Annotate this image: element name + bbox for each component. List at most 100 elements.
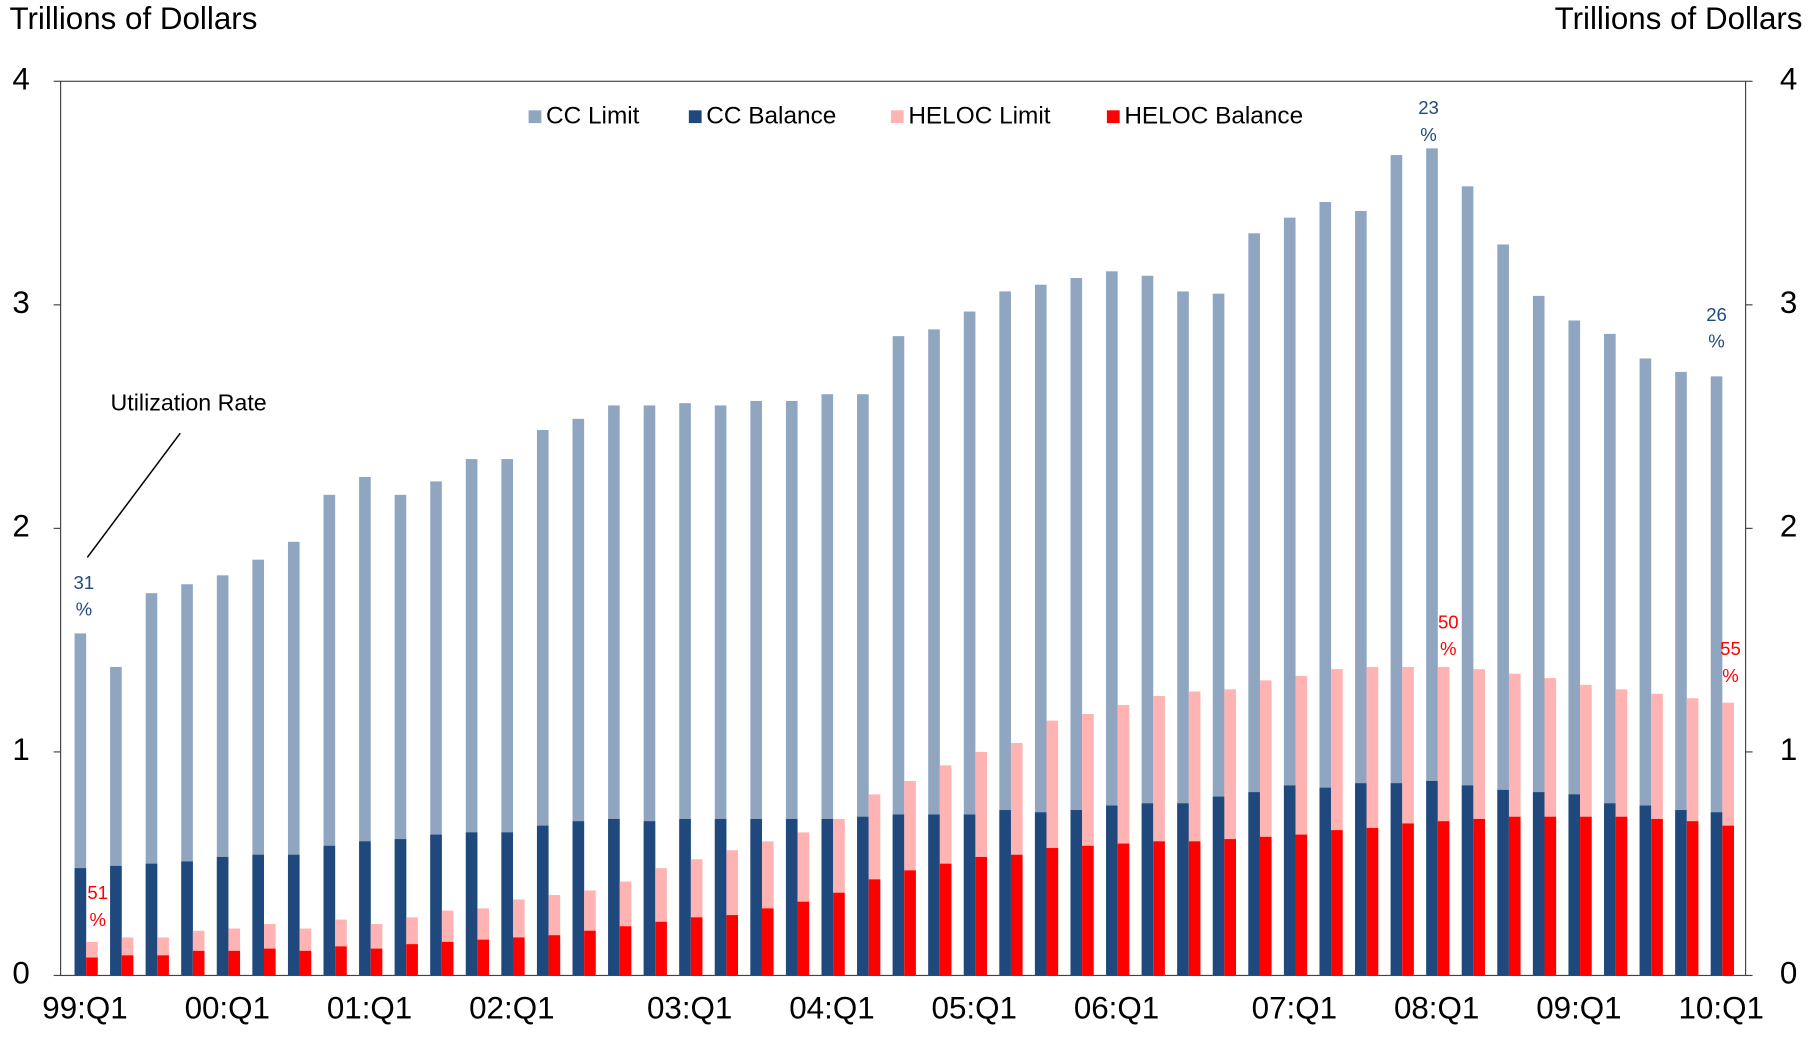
bar [1402,823,1414,976]
bar [1319,202,1332,976]
bar [726,850,739,976]
bar [761,908,774,976]
annotation: 23 [1418,97,1439,118]
bar [181,584,193,976]
bar [1390,783,1403,976]
bar [110,666,122,976]
bar [370,948,383,976]
bar [714,818,727,976]
bar [1141,803,1154,976]
bar [1639,358,1652,976]
legend-label: CC Balance [706,103,836,130]
bar [264,948,276,976]
bar [1034,812,1047,976]
bar [157,955,169,976]
bar [608,818,620,976]
y2-tick-label: 3 [1780,285,1797,320]
bar [1473,818,1485,976]
bar [394,839,407,976]
bar [1366,666,1379,976]
bar [1248,233,1260,976]
legend-swatch [890,110,904,124]
y2-tick-label: 1 [1780,732,1797,767]
bar [797,901,810,976]
bar [643,405,656,976]
legend-swatch [688,110,702,124]
bar [1319,787,1332,976]
bar [121,955,134,976]
bar [1710,812,1723,976]
bar [228,950,241,976]
callout-line [86,432,181,558]
y2-tick-label: 0 [1780,956,1797,991]
y2-tick-label: 2 [1780,509,1797,544]
bar [359,841,371,976]
bar [86,957,98,976]
annotation: % [1420,124,1437,145]
bar [1390,155,1403,976]
bar [1070,810,1083,976]
bar [1331,669,1343,976]
y-tick-label: 2 [12,509,29,544]
bar [1532,295,1545,976]
x-tick-label: 08:Q1 [1394,991,1479,1026]
annotation: % [90,909,107,930]
bar [1544,816,1557,976]
bar [1675,810,1687,976]
bar [572,418,585,976]
bar [999,810,1011,976]
bar [335,946,347,976]
bar [1082,713,1094,976]
y-tick-label: 3 [12,285,29,320]
bar [608,405,620,976]
bar [252,559,265,976]
legend-swatch [528,110,542,124]
legend-label: HELOC Balance [1124,103,1303,130]
x-tick-label: 01:Q1 [327,991,412,1026]
callout-text: Utilization Rate [111,389,267,415]
x-tick-label: 03:Q1 [647,991,732,1026]
bar [536,825,549,976]
bar [1070,278,1083,976]
bar [501,832,513,976]
x-tick-label: 07:Q1 [1252,991,1337,1026]
bar [892,336,905,976]
bar [548,935,561,976]
legend-label: CC Limit [546,103,640,130]
x-tick-label: 99:Q1 [42,991,127,1026]
bar [1675,371,1687,976]
bar [299,950,312,976]
bar [216,856,229,976]
bar [857,816,869,976]
bar [714,405,727,976]
bar [110,865,122,976]
bar [465,459,478,976]
bar [1117,704,1130,976]
bar [655,921,667,976]
legend-swatch [1106,110,1120,124]
y2-tick-label: 4 [1780,62,1797,97]
annotation: 26 [1706,304,1727,325]
bar [1639,805,1652,976]
bar [690,917,703,976]
x-tick-label: 00:Q1 [185,991,270,1026]
bar [963,311,976,976]
annotation: % [1440,638,1457,659]
annotation: 50 [1438,611,1459,632]
bar [643,821,656,976]
bar [394,494,407,976]
bar [1046,848,1059,976]
bar [192,950,205,976]
bar [1224,839,1236,976]
x-tick-label: 09:Q1 [1536,991,1621,1026]
legend-label: HELOC Limit [908,103,1050,130]
bar [1259,836,1272,976]
y2-axis-label: Trillions of Dollars [1555,1,1803,36]
bar [1355,210,1367,976]
bar [1106,805,1118,976]
y-tick-label: 1 [12,732,29,767]
x-tick-label: 02:Q1 [469,991,554,1026]
bar [679,403,691,976]
bar [1437,821,1450,976]
